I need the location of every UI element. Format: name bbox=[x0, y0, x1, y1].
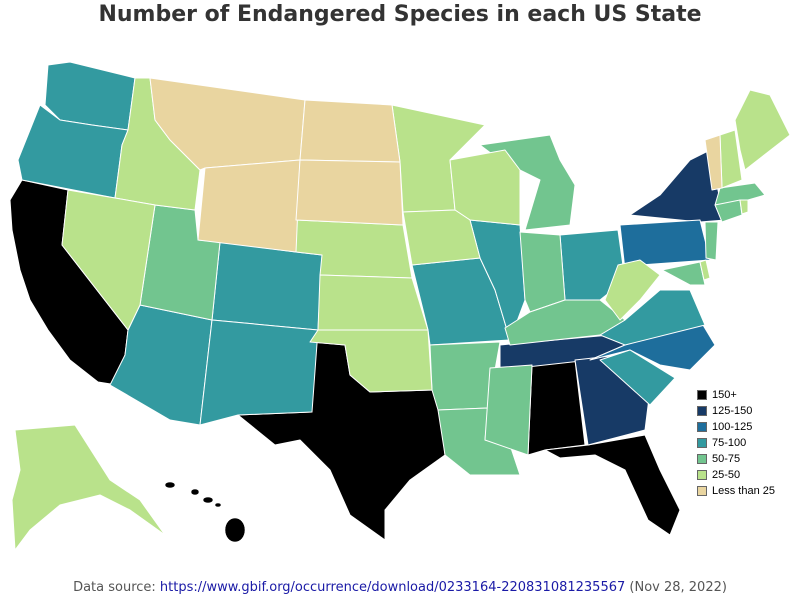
state-hawaii-island bbox=[214, 502, 222, 508]
state-indiana bbox=[519, 231, 566, 313]
legend-label: 50-75 bbox=[712, 453, 741, 465]
legend-item: 125-150 bbox=[697, 403, 775, 419]
state-south-carolina bbox=[599, 349, 676, 406]
state-hawaii-island bbox=[164, 481, 176, 489]
legend-label: 150+ bbox=[712, 389, 737, 401]
state-west-virginia bbox=[604, 259, 661, 321]
state-kansas bbox=[317, 274, 429, 331]
state-mississippi bbox=[484, 364, 533, 456]
state-rhode-island bbox=[739, 199, 749, 215]
legend-item: Less than 25 bbox=[697, 483, 775, 499]
state-north-dakota bbox=[299, 99, 401, 163]
state-hawaii-island bbox=[224, 517, 246, 543]
state-florida bbox=[544, 434, 681, 536]
state-alabama bbox=[527, 359, 586, 456]
state-alaska bbox=[11, 424, 166, 551]
state-vermont bbox=[704, 134, 723, 191]
state-iowa bbox=[402, 209, 481, 266]
legend-label: 75-100 bbox=[712, 437, 747, 449]
source-prefix: Data source: bbox=[73, 580, 160, 595]
legend-label: 100-125 bbox=[712, 421, 753, 433]
state-new-mexico bbox=[199, 319, 319, 426]
map-title: Number of Endangered Species in each US … bbox=[98, 2, 702, 27]
source-suffix: (Nov 28, 2022) bbox=[625, 580, 727, 595]
state-pennsylvania bbox=[619, 219, 711, 271]
legend-item: 50-75 bbox=[697, 451, 775, 467]
state-massachusetts bbox=[714, 182, 766, 206]
state-delaware bbox=[699, 259, 711, 281]
legend-swatch bbox=[697, 486, 707, 496]
state-oklahoma bbox=[309, 329, 433, 393]
legend-swatch bbox=[697, 406, 707, 416]
source-link[interactable]: https://www.gbif.org/occurrence/download… bbox=[159, 580, 626, 595]
state-wyoming bbox=[197, 159, 301, 253]
state-hawaii-island bbox=[190, 488, 200, 496]
state-maine bbox=[734, 89, 791, 171]
state-connecticut bbox=[714, 199, 743, 223]
legend-swatch bbox=[697, 422, 707, 432]
legend-item: 100-125 bbox=[697, 419, 775, 435]
legend-swatch bbox=[697, 390, 707, 400]
legend-label: 25-50 bbox=[712, 469, 741, 481]
legend-item: 150+ bbox=[697, 387, 775, 403]
data-source-note: Data source: https://www.gbif.org/occurr… bbox=[0, 580, 800, 595]
state-hawaii-island bbox=[202, 496, 214, 504]
legend-swatch bbox=[697, 470, 707, 480]
state-new-jersey bbox=[704, 221, 719, 261]
legend-swatch bbox=[697, 438, 707, 448]
legend-swatch bbox=[697, 454, 707, 464]
legend-item: 25-50 bbox=[697, 467, 775, 483]
legend-label: Less than 25 bbox=[712, 485, 775, 497]
state-maryland bbox=[661, 261, 706, 286]
state-colorado bbox=[211, 241, 323, 331]
state-nevada bbox=[61, 189, 156, 331]
legend-item: 75-100 bbox=[697, 435, 775, 451]
legend-label: 125-150 bbox=[712, 405, 753, 417]
state-south-dakota bbox=[295, 159, 404, 226]
legend: 150+ 125-150 100-125 75-100 50-75 25-50 Less t… bbox=[697, 387, 775, 499]
